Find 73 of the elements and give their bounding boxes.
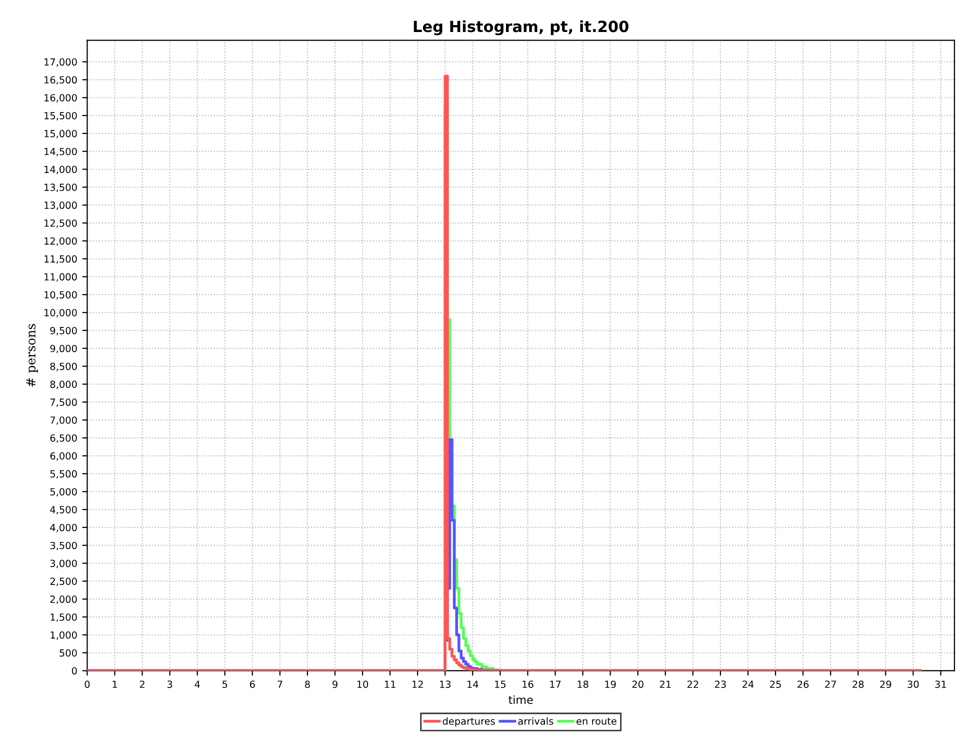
y-tick-label: 14,000: [44, 166, 77, 174]
y-tick-label: 2,500: [50, 578, 77, 586]
x-tick-label: 15: [495, 680, 506, 688]
y-tick-label: 12,000: [44, 237, 77, 246]
y-tick-label: 17,000: [44, 58, 77, 67]
x-tick-label: 24: [742, 680, 754, 688]
legend-label: departures: [442, 717, 495, 727]
y-tick-label: 500: [60, 649, 77, 657]
y-tick-label: 13,500: [44, 184, 77, 192]
x-tick-label: 6: [250, 680, 255, 688]
x-tick-label: 17: [550, 680, 561, 688]
y-axis-title: # persons: [26, 324, 38, 387]
x-tick-label: 29: [880, 680, 892, 688]
x-tick-label: 25: [770, 680, 781, 688]
y-tick-label: 2,000: [50, 596, 77, 604]
x-tick-label: 8: [305, 680, 310, 688]
x-tick-label: 19: [605, 680, 616, 688]
x-tick-label: 10: [357, 680, 368, 688]
y-tick-label: 15,000: [44, 130, 77, 138]
y-tick-label: 16,500: [44, 76, 77, 85]
y-tick-label: 11,000: [44, 273, 77, 282]
y-tick-label: 14,500: [44, 148, 77, 156]
y-tick-label: 15,500: [44, 112, 77, 120]
y-tick-label: 6,500: [50, 434, 77, 443]
x-tick-label: 1: [112, 680, 117, 688]
x-tick-label: 9: [332, 680, 338, 688]
y-tick-label: 7,000: [50, 416, 77, 425]
x-tick-label: 14: [468, 680, 478, 688]
y-tick-label: 9,500: [50, 326, 77, 336]
y-tick-label: 8,500: [50, 362, 77, 372]
y-tick-label: 5,500: [50, 470, 77, 479]
legend-label: arrivals: [518, 717, 554, 725]
y-tick-label: 7,500: [50, 398, 77, 407]
x-axis-title: time: [508, 695, 533, 704]
x-tick-label: 21: [660, 680, 671, 688]
y-tick-label: 6,000: [50, 452, 77, 461]
legend-label: en route: [576, 718, 616, 725]
x-tick-label: 30: [908, 680, 919, 688]
y-tick-label: 10,500: [44, 291, 77, 300]
y-tick-label: 8,000: [50, 380, 77, 389]
y-tick-label: 12,500: [44, 219, 77, 228]
y-tick-label: 5,000: [50, 488, 77, 496]
chart-title: Leg Histogram, pt, it.200: [414, 20, 628, 36]
y-tick-label: 16,000: [44, 94, 77, 102]
x-tick-label: 26: [798, 680, 809, 688]
y-tick-label: 10,000: [44, 309, 77, 318]
x-tick-label: 31: [935, 680, 946, 688]
y-tick-label: 1,000: [50, 631, 77, 640]
x-tick-label: 12: [412, 680, 423, 688]
x-tick-label: 13: [440, 680, 451, 688]
x-tick-label: 11: [384, 680, 396, 688]
y-tick-label: 9,000: [50, 344, 77, 354]
x-tick-label: 16: [522, 680, 534, 688]
x-tick-label: 20: [632, 680, 644, 688]
x-tick-label: 22: [687, 680, 698, 688]
x-tick-label: 5: [222, 680, 228, 688]
y-tick-label: 11,500: [44, 255, 77, 264]
x-tick-label: 4: [194, 680, 200, 688]
x-tick-label: 7: [278, 680, 282, 688]
y-tick-label: 0: [72, 667, 77, 675]
x-tick-label: 18: [578, 680, 588, 688]
y-tick-label: 4,000: [50, 524, 77, 532]
x-tick-label: 28: [852, 680, 864, 688]
y-tick-label: 3,000: [50, 560, 77, 568]
x-tick-label: 2: [140, 680, 144, 688]
x-tick-label: 27: [825, 680, 836, 688]
y-tick-label: 13,000: [44, 202, 77, 210]
y-tick-label: 3,500: [50, 542, 77, 550]
x-tick-label: 0: [84, 680, 90, 688]
y-tick-label: 1,500: [50, 613, 77, 622]
x-tick-label: 3: [167, 680, 172, 688]
y-tick-label: 4,500: [50, 506, 77, 514]
x-tick-label: 23: [714, 680, 726, 688]
